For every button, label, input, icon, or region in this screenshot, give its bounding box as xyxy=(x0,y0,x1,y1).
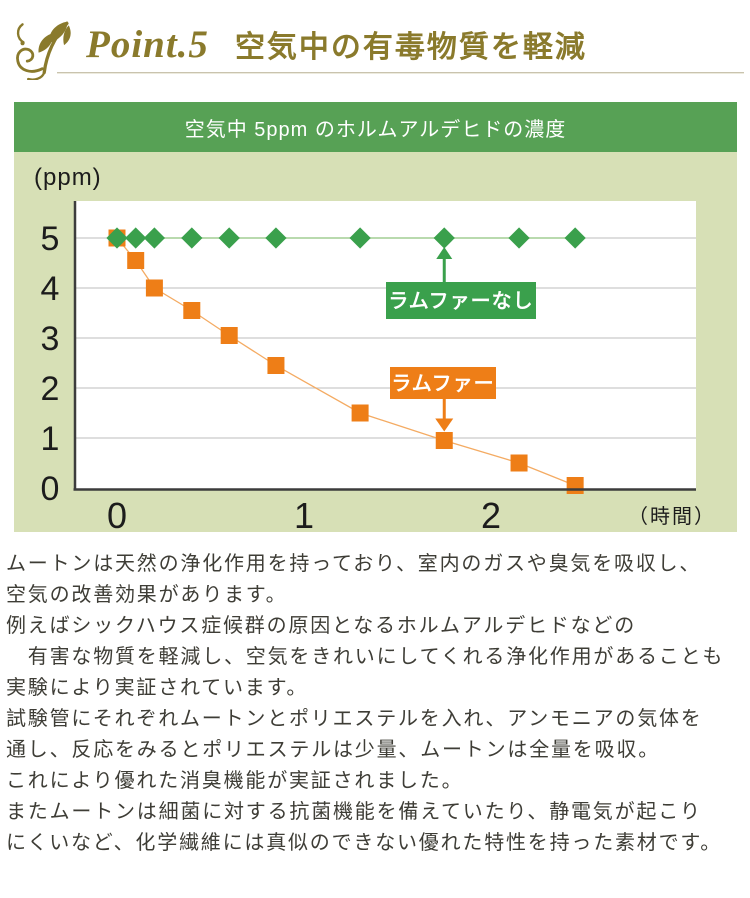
description-line: これにより優れた消臭機能が実証されました。 xyxy=(6,770,464,792)
svg-text:2: 2 xyxy=(481,495,501,532)
svg-text:（時間）: （時間） xyxy=(628,505,716,528)
svg-text:4: 4 xyxy=(41,270,60,308)
svg-text:2: 2 xyxy=(41,370,60,408)
svg-text:0: 0 xyxy=(107,495,127,532)
svg-text:ラムファー: ラムファー xyxy=(391,373,494,395)
svg-text:ラムファーなし: ラムファーなし xyxy=(388,290,533,313)
page-title: 空気中の有毒物質を軽減 xyxy=(234,31,587,64)
svg-text:5: 5 xyxy=(41,220,60,258)
svg-text:1: 1 xyxy=(294,495,314,532)
description-line: 空気の改善効果があります。 xyxy=(6,584,288,606)
y-unit-label: (ppm) xyxy=(34,164,102,191)
description-line: 試験管にそれぞれムートンとポリエステルを入れ、アンモニアの気体を xyxy=(6,708,703,730)
svg-text:1: 1 xyxy=(41,420,60,458)
description: ムートンは天然の浄化作用を持っており、室内のガスや臭気を吸収し、 空気の改善効果… xyxy=(6,549,750,859)
header-underline xyxy=(57,72,744,74)
chart-panel: 空気中 5ppm のホルムアルデヒドの濃度 (ppm) 5 4 3 2 1 0 0 1 2 （時間… xyxy=(14,102,737,532)
svg-text:3: 3 xyxy=(41,320,60,358)
point-header: Point.5 空気中の有毒物質を軽減 xyxy=(0,0,750,96)
description-line: ムートンは天然の浄化作用を持っており、室内のガスや臭気を吸収し、 xyxy=(6,553,702,575)
point-label: Point.5 xyxy=(86,23,209,66)
description-line: 有害な物質を軽減し、空気をきれいにしてくれる浄化作用があることも xyxy=(6,646,725,668)
flourish-icon xyxy=(16,21,71,80)
chart-title-bar: 空気中 5ppm のホルムアルデヒドの濃度 xyxy=(14,102,737,152)
description-line: 通し、反応をみるとポリエステルは少量、ムートンは全量を吸収。 xyxy=(6,739,660,761)
description-line: またムートンは細菌に対する抗菌機能を備えていたり、静電気が起こり xyxy=(6,801,702,823)
description-line: 実験により実証されています。 xyxy=(6,677,309,699)
description-line: にくいなど、化学繊維には真似のできない優れた特性を持った素材です。 xyxy=(6,832,722,854)
svg-text:0: 0 xyxy=(41,470,60,508)
description-line: 例えばシックハウス症候群の原因となるホルムアルデヒドなどの xyxy=(6,615,636,637)
chart-title: 空気中 5ppm のホルムアルデヒドの濃度 xyxy=(184,118,567,141)
